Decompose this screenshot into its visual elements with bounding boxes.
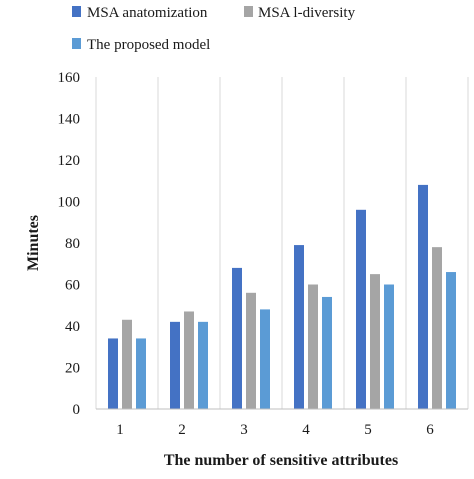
y-axis-ticks: 0 20 40 60 80 100 120 140 160 <box>58 70 81 418</box>
legend-swatch-msa-l-diversity <box>244 6 253 17</box>
x-axis-title: The number of sensitive attributes <box>164 452 398 469</box>
bar-msa-anatomization-3 <box>232 267 242 409</box>
x-tick-label: 4 <box>302 422 310 438</box>
y-tick-label: 60 <box>65 278 80 294</box>
grid-lines <box>95 77 469 409</box>
bar-the-proposed-model-2 <box>198 321 208 409</box>
bar-msa-l-diversity-6 <box>432 247 442 409</box>
y-tick-label: 80 <box>65 236 80 252</box>
legend-swatch-proposed-model <box>72 38 81 49</box>
bar-the-proposed-model-5 <box>384 284 394 409</box>
bar-msa-anatomization-6 <box>418 184 428 409</box>
y-axis-title: Minutes <box>25 215 42 271</box>
bar-msa-anatomization-4 <box>294 245 304 409</box>
bar-msa-anatomization-1 <box>108 338 118 409</box>
legend-label-msa-anatomization: MSA anatomization <box>87 5 208 21</box>
bar-msa-l-diversity-1 <box>122 319 132 409</box>
y-tick-label: 120 <box>58 153 81 169</box>
bar-msa-anatomization-5 <box>356 209 366 409</box>
x-tick-label: 2 <box>178 422 186 438</box>
x-axis-ticks: 1 2 3 4 5 6 <box>116 422 434 438</box>
y-tick-label: 0 <box>73 402 81 418</box>
x-tick-label: 3 <box>240 422 248 438</box>
chart-legend: MSA anatomization MSA l-diversity The pr… <box>72 5 356 53</box>
bar-the-proposed-model-3 <box>260 309 270 409</box>
bar-the-proposed-model-4 <box>322 296 332 409</box>
bar-the-proposed-model-1 <box>136 338 146 409</box>
y-tick-label: 20 <box>65 361 80 377</box>
bar-msa-anatomization-2 <box>170 321 180 409</box>
x-tick-label: 1 <box>116 422 124 438</box>
legend-swatch-msa-anatomization <box>72 6 81 17</box>
bar-msa-l-diversity-4 <box>308 284 318 409</box>
bar-the-proposed-model-6 <box>446 272 456 409</box>
bar-msa-l-diversity-2 <box>184 311 194 409</box>
legend-label-msa-l-diversity: MSA l-diversity <box>258 5 356 21</box>
legend-label-proposed-model: The proposed model <box>87 37 210 53</box>
x-tick-label: 5 <box>364 422 372 438</box>
x-tick-label: 6 <box>426 422 434 438</box>
bar-msa-l-diversity-3 <box>246 292 256 409</box>
y-tick-label: 40 <box>65 319 80 335</box>
bar-msa-l-diversity-5 <box>370 274 380 409</box>
bars <box>108 184 456 409</box>
y-tick-label: 160 <box>58 70 81 86</box>
y-tick-label: 100 <box>58 195 81 211</box>
y-tick-label: 140 <box>58 112 81 128</box>
